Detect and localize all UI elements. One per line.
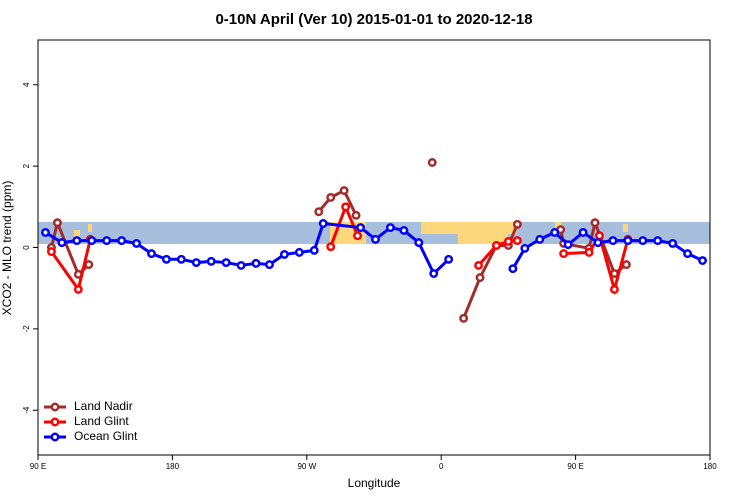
point [512,219,522,229]
point [84,260,94,270]
point [251,258,261,268]
y-tick-label: 0 [22,245,31,250]
point [623,236,633,246]
point [117,236,127,246]
point [371,234,380,244]
point [593,238,603,248]
x-tick-label: 180 [166,462,180,471]
point [326,242,336,252]
point [427,158,437,167]
point [132,238,142,248]
point [508,264,518,274]
point [385,223,395,233]
x-tick-label: 90 W [297,462,316,471]
point [314,207,324,217]
point [698,256,707,265]
legend-point [50,432,60,442]
point [429,269,439,278]
point [475,273,485,283]
point [608,236,618,246]
point [550,227,560,237]
point [102,236,112,246]
point [206,256,216,266]
point [46,247,56,257]
point [161,254,171,264]
point [512,236,522,246]
point [353,231,363,241]
point [318,219,328,228]
y-tick-label: 2 [22,163,31,168]
legend-label: Ocean Glint [74,429,138,443]
point [41,227,50,237]
point [638,236,648,246]
point [399,225,409,235]
point [147,249,156,259]
point [535,234,545,244]
point [176,254,186,264]
point [279,249,289,259]
point [265,260,274,270]
point [595,231,604,241]
y-axis-label: XCO2 - MLO trend (ppm) [0,181,14,316]
point [578,227,588,237]
point [520,243,530,253]
point [609,284,619,294]
x-tick-label: 180 [703,462,717,471]
land-patch [421,222,517,234]
point [668,238,678,248]
point [221,258,231,268]
y-tick-label: 4 [22,82,31,87]
x-tick-label: 90 E [30,462,46,471]
point [584,247,594,257]
point [73,284,83,294]
series-line [49,188,628,319]
point [341,202,351,212]
point [52,218,62,228]
point [563,240,573,250]
point [309,245,319,255]
point [294,247,304,257]
y-tick-label: -4 [22,406,31,414]
point [191,258,201,268]
point [339,186,349,195]
point [356,223,366,233]
land-patch [74,230,80,238]
x-tick-label: 0 [439,462,444,471]
point [236,260,246,270]
point [474,260,483,270]
point [414,238,424,248]
land-patch [623,224,628,232]
legend-point [50,402,60,412]
point [326,193,336,202]
point [351,210,361,220]
legend-point [50,417,60,427]
point [492,241,501,250]
point [57,238,67,248]
point [590,218,600,228]
legend-label: Land Glint [74,414,129,428]
land-patch [88,224,92,232]
plot-frame [37,39,711,456]
legend-label: Land Nadir [74,399,133,413]
point [559,249,569,259]
point [87,236,97,246]
point [621,260,631,270]
point [444,254,454,264]
x-tick-label: 90 E [567,462,583,471]
y-tick-label: -2 [22,325,31,333]
x-axis-label: Longitude [348,476,401,490]
point [459,313,469,323]
point [683,249,693,259]
point [503,236,513,246]
series-line [50,202,630,296]
point [72,236,82,246]
land-patch [458,234,508,244]
point [653,236,663,246]
chart-title: 0-10N April (Ver 10) 2015-01-01 to 2020-… [215,11,532,28]
